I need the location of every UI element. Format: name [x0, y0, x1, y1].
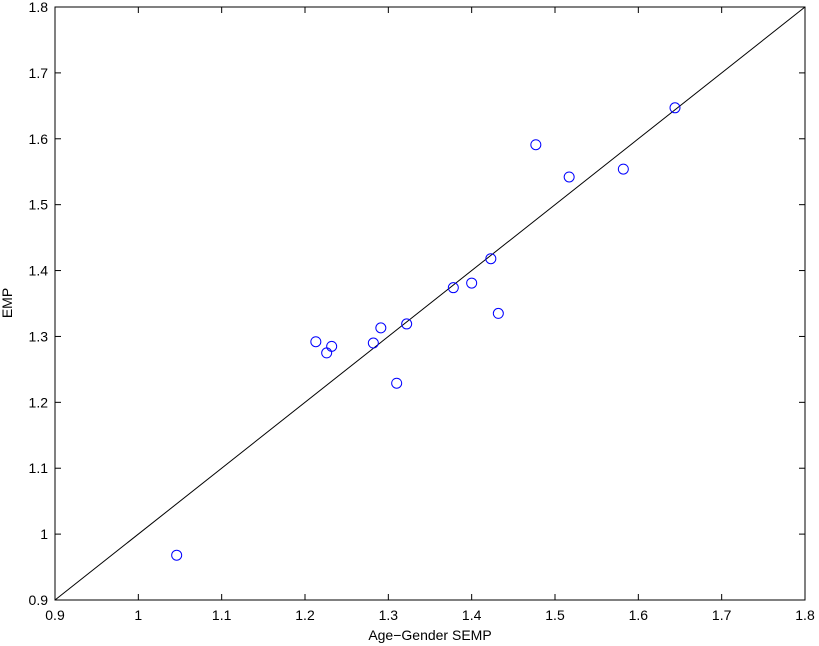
y-tick-label: 0.9	[29, 592, 49, 608]
scatter-point	[485, 253, 497, 265]
y-tick-label: 1.2	[29, 394, 49, 410]
x-tick-label: 1.7	[712, 607, 732, 623]
scatter-point	[310, 336, 322, 348]
y-tick-label: 1.7	[29, 65, 49, 81]
scatter-point	[401, 318, 413, 330]
y-axis-label: EMP	[0, 288, 15, 318]
scatter-point	[171, 549, 183, 561]
x-tick-label: 1.3	[379, 607, 399, 623]
y-tick-label: 1.4	[29, 263, 49, 279]
y-tick-label: 1.3	[29, 328, 49, 344]
y-tick-label: 1.5	[29, 197, 49, 213]
x-tick-label: 1.4	[462, 607, 482, 623]
scatter-point	[563, 171, 575, 183]
x-tick-label: 1.1	[212, 607, 232, 623]
y-tick-label: 1.6	[29, 131, 49, 147]
scatter-point	[530, 139, 542, 151]
scatter-point	[466, 277, 478, 289]
scatter-point	[617, 163, 629, 175]
scatter-point	[447, 282, 459, 294]
x-tick-label: 1.2	[295, 607, 315, 623]
x-tick-label: 1.5	[545, 607, 565, 623]
scatter-point	[375, 322, 387, 334]
y-tick-label: 1	[40, 526, 48, 542]
y-tick-label: 1.1	[29, 460, 49, 476]
scatter-point	[391, 377, 403, 389]
x-tick-label: 1	[134, 607, 142, 623]
x-tick-label: 0.9	[45, 607, 65, 623]
y-tick-label: 1.8	[29, 0, 49, 15]
scatter-point	[326, 340, 338, 352]
x-axis-label: Age−Gender SEMP	[368, 627, 491, 643]
scatter-point	[669, 102, 681, 114]
x-tick-label: 1.6	[629, 607, 649, 623]
scatter-point	[492, 307, 504, 319]
scatter-point	[367, 337, 379, 349]
x-tick-label: 1.8	[795, 607, 815, 623]
